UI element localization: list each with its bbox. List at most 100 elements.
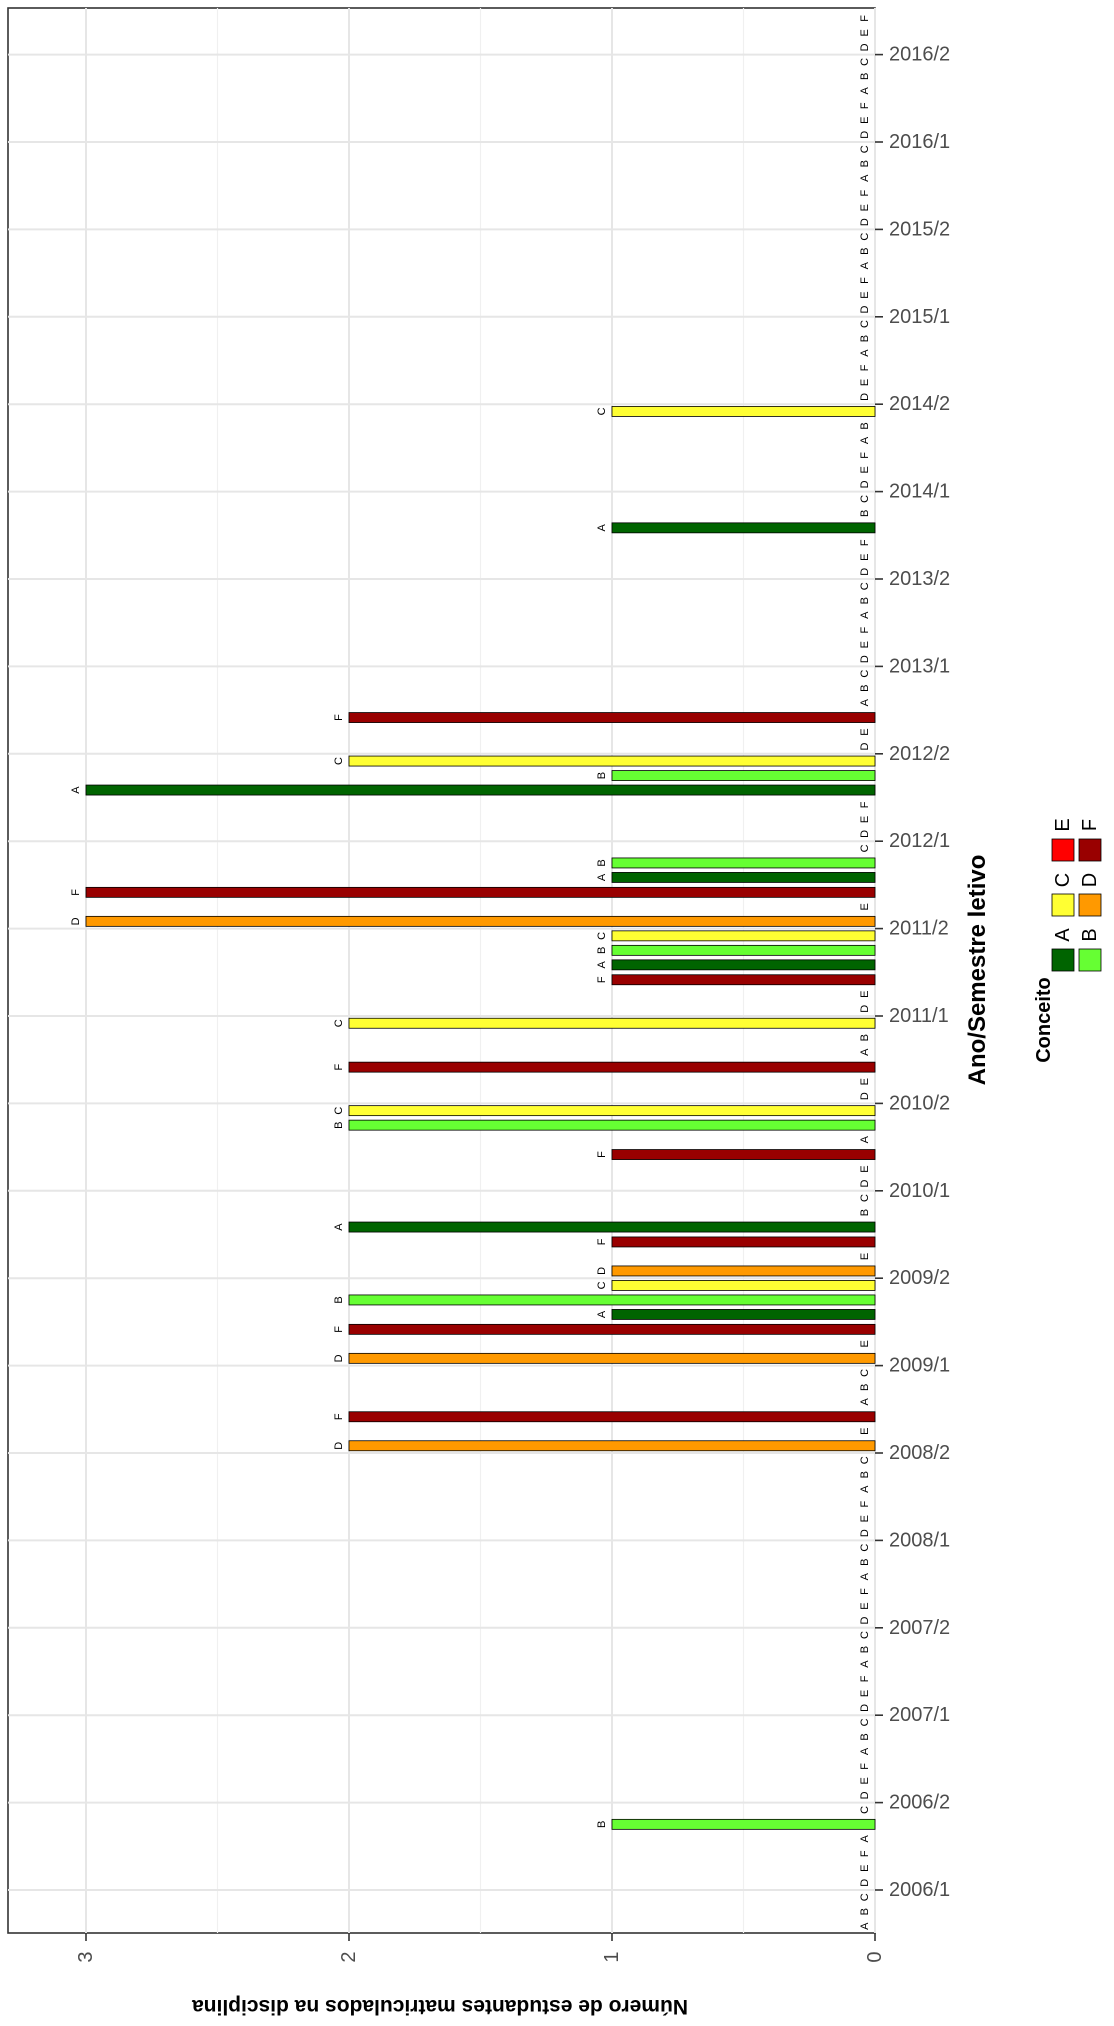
bar-label-F: F [859, 102, 871, 109]
category-tick-label: 2006/1 [889, 1879, 950, 1901]
category-tick-label: 2010/1 [889, 1180, 950, 1202]
bar-label-D: D [859, 131, 871, 139]
bar-label-A: A [596, 961, 608, 969]
bar-label-C: C [859, 145, 871, 153]
bar-label-F: F [859, 277, 871, 284]
bar-B-2012-2 [611, 770, 876, 781]
bar-label-A: A [859, 1835, 871, 1843]
bar-label-E: E [859, 117, 871, 124]
legend-key-A [1051, 948, 1075, 972]
bar-label-E: E [859, 1428, 871, 1435]
bar-label-E: E [859, 1690, 871, 1697]
bar-label-C: C [596, 1281, 608, 1289]
bar-label-E: E [859, 1165, 871, 1172]
bar-label-D: D [859, 1704, 871, 1712]
bar-label-F: F [859, 452, 871, 459]
bar-label-A: A [859, 698, 871, 706]
bar-label-A: A [859, 1572, 871, 1580]
bar-label-F: F [859, 1675, 871, 1682]
category-tick-label: 2015/1 [889, 306, 950, 328]
bar-label-E: E [859, 641, 871, 648]
bar-label-B: B [333, 1121, 345, 1128]
bar-label-D: D [859, 1092, 871, 1100]
bar-label-B: B [859, 1384, 871, 1391]
bar-label-C: C [859, 844, 871, 852]
bar-C-2014-2 [611, 406, 876, 417]
bar-label-A: A [596, 524, 608, 532]
bar-label-A: A [859, 1747, 871, 1755]
bar-A-2009-2 [611, 1309, 876, 1320]
bar-label-B: B [859, 160, 871, 167]
bar-label-B: B [596, 1821, 608, 1828]
bar-label-A: A [859, 436, 871, 444]
category-tick-label: 2007/1 [889, 1704, 950, 1726]
legend-key-C [1051, 893, 1075, 917]
bar-label-E: E [859, 1253, 871, 1260]
bar-F-2009-2 [611, 1236, 876, 1248]
bar-label-D: D [596, 1267, 608, 1275]
bar-label-F: F [859, 190, 871, 197]
bar-label-B: B [859, 1471, 871, 1478]
legend-label-C: C [1052, 873, 1074, 887]
bar-C-2012-2 [348, 755, 876, 767]
bar-label-D: D [859, 306, 871, 314]
bar-label-C: C [596, 407, 608, 415]
bar-D-2009-1 [348, 1352, 876, 1364]
bar-F-2010-2 [348, 1061, 876, 1073]
category-tick-label: 2011/2 [889, 918, 949, 940]
bar-label-C: C [859, 1893, 871, 1901]
bar-label-D: D [70, 917, 82, 925]
category-axis-title: Ano/Semestre letivo [964, 855, 991, 1086]
bar-label-E: E [859, 466, 871, 473]
bar-label-F: F [333, 1413, 345, 1420]
legend-label-B: B [1079, 928, 1101, 941]
bar-label-E: E [859, 1865, 871, 1872]
bar-label-B: B [333, 1296, 345, 1303]
bar-F-2011-2 [85, 886, 876, 898]
bar-label-F: F [859, 1501, 871, 1508]
bar-label-B: B [859, 73, 871, 80]
legend: Conceito A B C D E F [1033, 818, 1102, 1063]
bar-label-F: F [859, 1588, 871, 1595]
bar-D-2009-2 [611, 1265, 876, 1277]
plot-panel [7, 7, 876, 1934]
bar-label-A: A [859, 174, 871, 182]
bar-label-E: E [859, 29, 871, 36]
category-tick-label: 2012/1 [889, 830, 950, 852]
bar-label-C: C [859, 1631, 871, 1639]
legend-label-E: E [1052, 818, 1074, 831]
bar-label-E: E [859, 204, 871, 211]
category-tick-label: 2009/1 [889, 1355, 950, 1377]
bar-label-C: C [859, 495, 871, 503]
category-tick-label: 2010/2 [889, 1092, 950, 1114]
bar-label-E: E [859, 903, 871, 910]
category-tick-label: 2011/1 [889, 1005, 949, 1027]
bar-label-F: F [333, 714, 345, 721]
bar-A-2010-1 [348, 1221, 876, 1233]
category-tick-label: 2014/2 [889, 393, 950, 415]
bar-label-A: A [70, 786, 82, 794]
bar-F-2008-2 [348, 1411, 876, 1423]
bar-label-F: F [859, 364, 871, 371]
bar-label-A: A [596, 1310, 608, 1318]
bar-label-B: B [859, 335, 871, 342]
bar-label-E: E [859, 379, 871, 386]
bar-label-A: A [859, 87, 871, 95]
bar-label-F: F [859, 627, 871, 634]
bar-A-2011-2 [611, 959, 876, 971]
bar-label-B: B [859, 1558, 871, 1565]
legend-label-A: A [1052, 928, 1074, 942]
category-tick-label: 2008/1 [889, 1529, 950, 1551]
bar-label-B: B [859, 1209, 871, 1216]
bar-label-F: F [859, 15, 871, 22]
bar-label-F: F [333, 1326, 345, 1333]
bar-C-2011-2 [611, 930, 876, 942]
value-tick-label: 2 [338, 1951, 360, 1962]
legend-title: Conceito [1033, 977, 1055, 1063]
category-tick-label: 2012/2 [889, 743, 950, 765]
bar-label-D: D [333, 1354, 345, 1362]
bar-label-C: C [859, 320, 871, 328]
bar-label-B: B [859, 247, 871, 254]
bar-label-D: D [859, 480, 871, 488]
